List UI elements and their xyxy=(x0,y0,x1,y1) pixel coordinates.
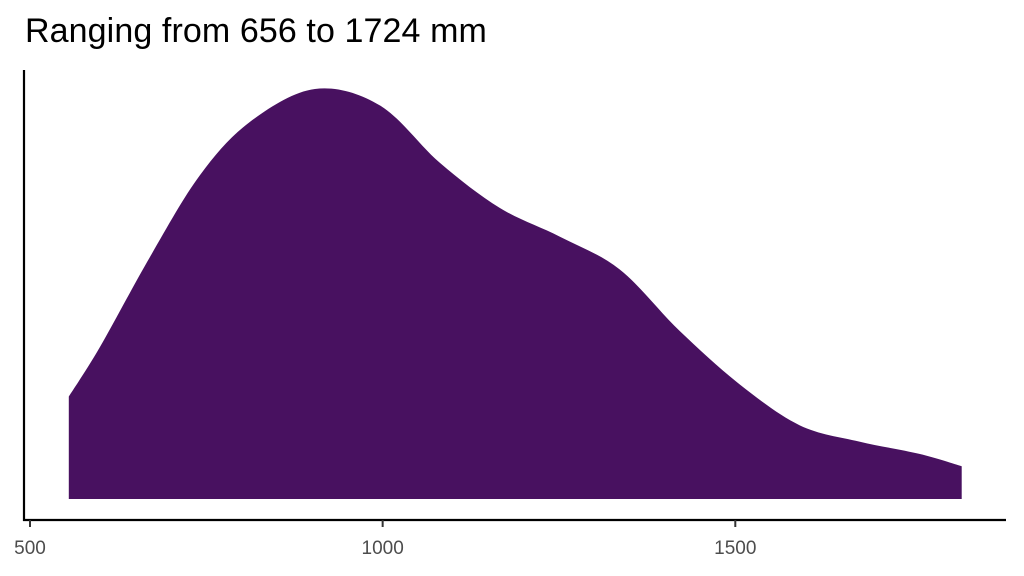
x-axis-ticks: 500 1000 1500 xyxy=(14,520,756,559)
chart-title: Ranging from 656 to 1724 mm xyxy=(25,12,487,50)
density-area xyxy=(68,88,962,499)
x-tick-label: 1500 xyxy=(714,538,756,559)
x-tick-label: 1000 xyxy=(362,538,404,559)
x-tick-label: 500 xyxy=(14,538,46,559)
